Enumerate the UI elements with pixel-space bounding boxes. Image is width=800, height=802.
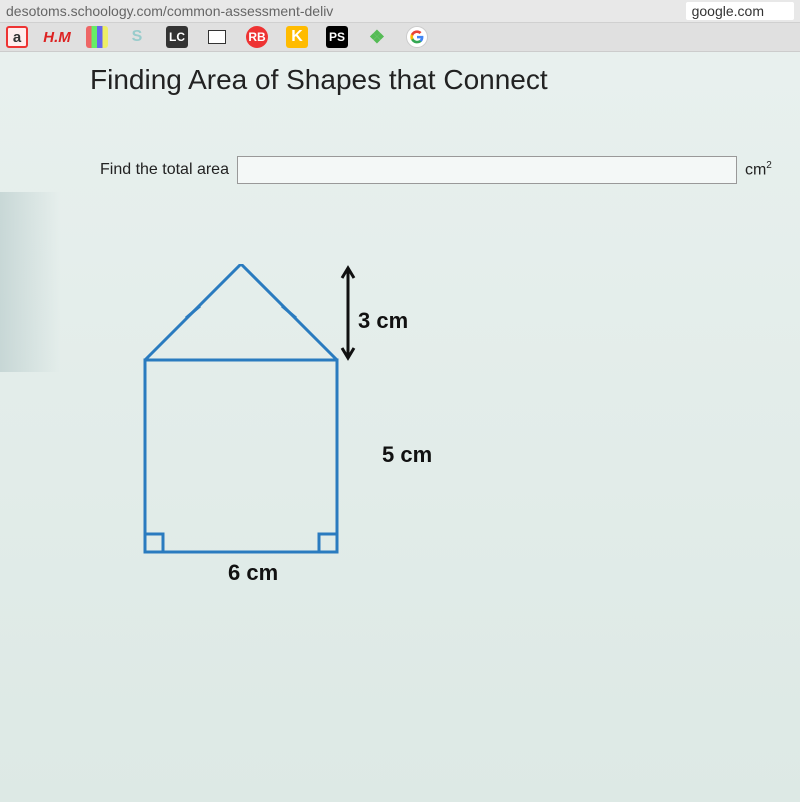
right-angle-bl <box>145 534 163 552</box>
shape-triangle <box>145 264 337 360</box>
bookmark-green-icon[interactable]: ❖ <box>366 26 388 48</box>
bookmark-rb-icon[interactable]: RB <box>246 26 268 48</box>
bookmark-square-icon[interactable] <box>206 26 228 48</box>
bookmark-lc-icon[interactable]: LC <box>166 26 188 48</box>
shape-svg <box>130 264 390 584</box>
bookmark-s-icon[interactable]: S <box>126 26 148 48</box>
bookmark-ps-icon[interactable]: PS <box>326 26 348 48</box>
answer-unit: cm2 <box>745 160 772 179</box>
label-rect-width: 6 cm <box>228 560 278 586</box>
label-triangle-height: 3 cm <box>358 308 408 334</box>
label-rect-height: 5 cm <box>382 442 432 468</box>
bookmark-google-icon[interactable] <box>406 26 428 48</box>
bookmark-a-icon[interactable]: a <box>6 26 28 48</box>
triangle-tick-right <box>282 306 296 318</box>
triangle-tick-left <box>186 306 200 318</box>
screen-glare <box>0 192 60 372</box>
address-bar-url: desotoms.schoology.com/common-assessment… <box>6 3 333 19</box>
bookmark-k-icon[interactable]: K <box>286 26 308 48</box>
secondary-url: google.com <box>686 2 794 20</box>
address-bar-row: desotoms.schoology.com/common-assessment… <box>0 0 800 22</box>
bookmark-hm-icon[interactable]: H.M <box>46 26 68 48</box>
browser-chrome: desotoms.schoology.com/common-assessment… <box>0 0 800 52</box>
shape-rectangle <box>145 360 337 552</box>
page-title: Finding Area of Shapes that Connect <box>0 64 800 96</box>
bookmarks-bar: a H.M S LC RB K PS ❖ <box>0 22 800 51</box>
composite-shape: 3 cm 5 cm 6 cm <box>130 264 490 604</box>
question-prompt: Find the total area <box>100 161 229 179</box>
answer-input[interactable] <box>237 156 737 184</box>
question-row: Find the total area cm2 <box>0 96 800 184</box>
right-angle-br <box>319 534 337 552</box>
page-content: Finding Area of Shapes that Connect Find… <box>0 52 800 802</box>
bookmark-bars-icon[interactable] <box>86 26 108 48</box>
